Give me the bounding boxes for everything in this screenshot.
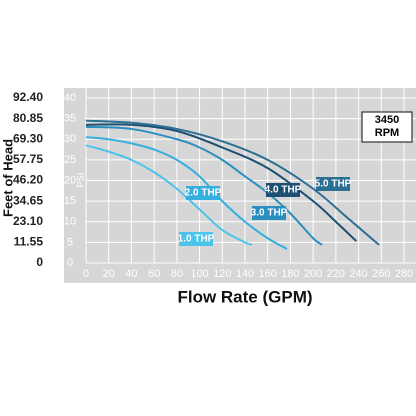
series-label: 4.0 THP — [265, 185, 302, 196]
series-label-box — [179, 232, 213, 246]
y2-axis-label: Feet of Head — [0, 139, 15, 217]
x-tick-label: 240 — [349, 268, 367, 280]
y-tick-label: 5 — [67, 236, 73, 248]
y-tick-label: 0 — [67, 257, 73, 269]
x-tick-label: 280 — [395, 268, 413, 280]
y2-tick-label: 46.20 — [13, 173, 43, 187]
series-label-box — [186, 186, 220, 200]
curve — [85, 123, 357, 242]
y2-tick-label: 0 — [36, 255, 43, 269]
curve — [85, 125, 323, 246]
y-tick-label: 20 — [64, 174, 76, 186]
x-tick-label: 120 — [213, 268, 231, 280]
plot-background — [64, 88, 416, 283]
x-tick-label: 100 — [190, 268, 208, 280]
y-tick-label: 30 — [64, 133, 76, 145]
y-tick-label: 10 — [64, 216, 76, 228]
x-tick-label: 60 — [148, 268, 160, 280]
x-tick-label: 200 — [304, 268, 322, 280]
x-tick-label: 0 — [83, 268, 89, 280]
curve — [85, 144, 253, 246]
x-tick-label: 40 — [125, 268, 137, 280]
x-tick-label: 140 — [236, 268, 254, 280]
rpm-value: 3450 — [375, 114, 399, 126]
x-tick-label: 80 — [171, 268, 183, 280]
x-axis-label: Flow Rate (GPM) — [177, 287, 312, 306]
y2-tick-label: 23.10 — [13, 214, 43, 228]
series-label: 2.0 THP — [185, 188, 222, 199]
y2-tick-label: 34.65 — [13, 193, 43, 207]
series-label: 3.0 THP — [251, 208, 288, 219]
y-tick-label: 35 — [64, 113, 76, 125]
rpm-unit: RPM — [375, 127, 399, 139]
y-tick-label: 15 — [64, 195, 76, 207]
series-label: 5.0 THP — [315, 179, 352, 190]
y2-tick-label: 92.40 — [13, 90, 43, 104]
series-label-box — [266, 183, 300, 197]
x-tick-label: 260 — [372, 268, 390, 280]
x-tick-label: 160 — [259, 268, 277, 280]
y-tick-label: 40 — [64, 92, 76, 104]
y-axis-label: PSI — [75, 173, 85, 188]
curve — [85, 136, 288, 250]
y2-tick-label: 80.85 — [13, 111, 43, 125]
series-label-box — [316, 177, 350, 191]
x-tick-label: 180 — [281, 268, 299, 280]
y2-tick-label: 11.55 — [14, 235, 44, 249]
series-label: 1.0 THP — [178, 234, 215, 245]
x-tick-label: 20 — [103, 268, 115, 280]
x-tick-label: 220 — [327, 268, 345, 280]
y2-tick-label: 69.30 — [13, 131, 43, 145]
y2-tick-label: 57.75 — [13, 152, 43, 166]
rpm-box — [361, 111, 413, 143]
y-tick-label: 25 — [64, 154, 76, 166]
series-label-box — [252, 206, 286, 220]
curve — [85, 119, 380, 246]
